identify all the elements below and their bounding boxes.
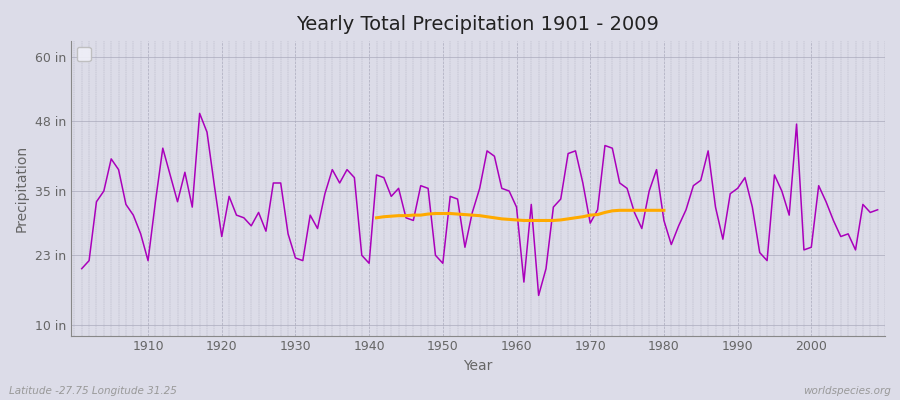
20 Yr Trend xyxy=(393,213,404,218)
20 Yr Trend xyxy=(452,212,463,216)
20 Yr Trend xyxy=(585,213,596,218)
20 Yr Trend xyxy=(489,215,500,220)
20 Yr Trend xyxy=(607,208,617,213)
Precipitation xyxy=(194,111,205,116)
20 Yr Trend xyxy=(518,218,529,223)
20 Yr Trend xyxy=(622,208,633,213)
20 Yr Trend xyxy=(562,216,573,221)
20 Yr Trend xyxy=(423,212,434,216)
Y-axis label: Precipitation: Precipitation xyxy=(15,145,29,232)
20 Yr Trend xyxy=(555,218,566,222)
Precipitation xyxy=(76,266,87,271)
20 Yr Trend xyxy=(636,208,647,213)
Precipitation xyxy=(135,232,146,236)
20 Yr Trend xyxy=(408,213,418,218)
20 Yr Trend xyxy=(599,210,610,215)
20 Yr Trend xyxy=(644,208,654,213)
Precipitation xyxy=(533,293,544,298)
20 Yr Trend xyxy=(371,215,382,220)
Text: worldspecies.org: worldspecies.org xyxy=(803,386,891,396)
20 Yr Trend xyxy=(511,218,522,222)
20 Yr Trend xyxy=(533,218,544,223)
20 Yr Trend xyxy=(615,208,626,213)
Precipitation xyxy=(872,207,883,212)
20 Yr Trend xyxy=(400,213,411,218)
20 Yr Trend xyxy=(497,216,508,221)
20 Yr Trend xyxy=(578,214,589,219)
20 Yr Trend xyxy=(379,214,390,219)
20 Yr Trend xyxy=(430,211,441,216)
Precipitation xyxy=(511,205,522,210)
Precipitation xyxy=(349,175,360,180)
Precipitation xyxy=(518,280,529,284)
Legend:  xyxy=(76,47,91,61)
20 Yr Trend xyxy=(467,213,478,218)
20 Yr Trend xyxy=(415,213,426,218)
20 Yr Trend xyxy=(659,208,670,213)
Line: 20 Yr Trend: 20 Yr Trend xyxy=(376,210,664,220)
20 Yr Trend xyxy=(474,213,485,218)
20 Yr Trend xyxy=(386,214,397,218)
Text: Latitude -27.75 Longitude 31.25: Latitude -27.75 Longitude 31.25 xyxy=(9,386,177,396)
20 Yr Trend xyxy=(482,214,492,219)
20 Yr Trend xyxy=(570,215,580,220)
20 Yr Trend xyxy=(629,208,640,213)
Line: Precipitation: Precipitation xyxy=(82,113,878,296)
20 Yr Trend xyxy=(592,212,603,217)
20 Yr Trend xyxy=(526,218,536,223)
X-axis label: Year: Year xyxy=(464,359,492,373)
Precipitation xyxy=(305,213,316,218)
Precipitation xyxy=(615,180,626,185)
20 Yr Trend xyxy=(460,212,471,217)
20 Yr Trend xyxy=(651,208,661,213)
20 Yr Trend xyxy=(437,211,448,216)
20 Yr Trend xyxy=(504,217,515,222)
20 Yr Trend xyxy=(445,211,455,216)
Title: Yearly Total Precipitation 1901 - 2009: Yearly Total Precipitation 1901 - 2009 xyxy=(296,15,660,34)
20 Yr Trend xyxy=(541,218,552,223)
20 Yr Trend xyxy=(548,218,559,223)
